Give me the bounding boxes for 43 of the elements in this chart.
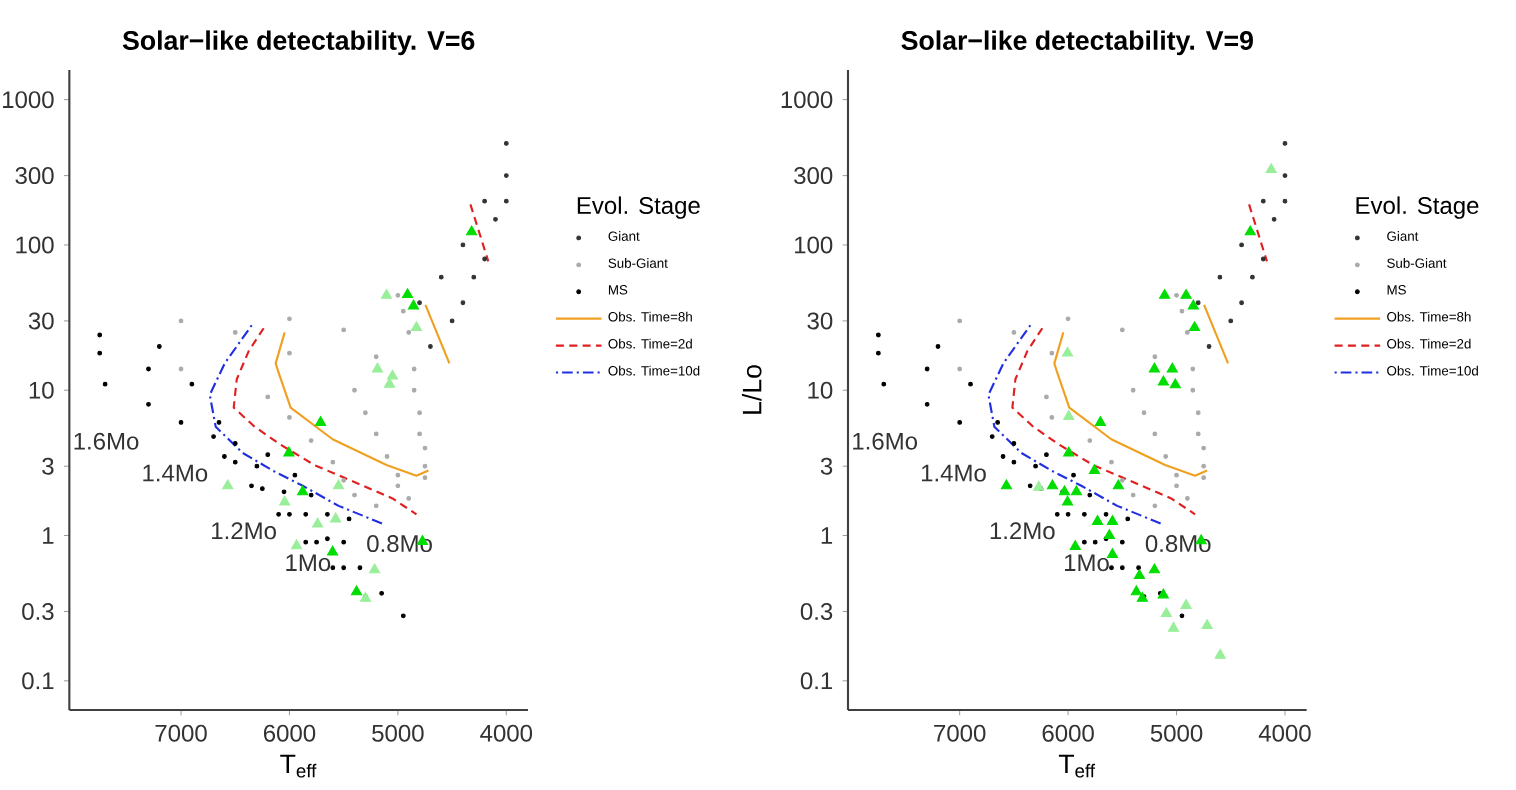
y-tick-label: 10 [29,381,54,399]
legend-title: Evol. Stage [1356,196,1479,219]
y-tick-label: 300 [15,167,54,185]
y-tick-label: 100 [16,236,54,254]
y-tick-label: 1 [821,527,833,544]
x-tick-label: 6000 [263,724,316,742]
y-tick-label: 30 [28,312,54,330]
annotation: 1.2Mo [212,522,276,540]
y-axis-title: L/Lo [741,365,762,414]
x-tick-label: 4000 [480,724,533,742]
x-tick-label: 4000 [1258,724,1311,742]
annotation: 1Mo [286,554,331,572]
annotation: 1.4Mo [921,464,986,482]
x-tick-label: 5000 [1150,724,1203,742]
annotation: 1.2Mo [990,522,1055,540]
y-tick-label: 1 [43,527,54,544]
y-tick-label: 0.1 [800,672,833,690]
annotation: 1.6Mo [74,432,139,450]
annotation: 1.6Mo [853,432,918,450]
x-tick-label: 5000 [372,724,424,742]
y-tick-label: 1000 [781,91,833,109]
y-tick-label: 100 [795,236,833,254]
y-tick-label: 1000 [3,91,54,109]
y-tick-label: 0.3 [800,602,833,621]
x-tick-label: 7000 [155,724,207,742]
x-tick-label: 6000 [1042,724,1094,742]
y-tick-label: 30 [807,312,833,330]
x-axis-title: T$_{eff}$ [280,754,317,778]
legend-title: Evol. Stage [577,196,700,219]
chart-title: Solar−like detectability. V=6 [122,30,475,56]
chart-title: Solar−like detectability. V=9 [901,30,1253,56]
y-tick-label: 300 [794,167,833,185]
y-tick-label: 0.3 [22,602,54,621]
annotation: 1Mo [1064,554,1109,572]
annotation: 0.8Mo [1145,535,1211,553]
x-axis-title: T$_{eff}$ [1058,754,1096,778]
y-tick-label: 0.1 [22,672,54,690]
annotation: 1.4Mo [143,464,208,482]
y-tick-label: 10 [808,381,833,399]
y-tick-label: 3 [820,457,833,475]
y-tick-label: 3 [42,457,54,475]
annotation: 0.8Mo [367,535,432,553]
x-tick-label: 7000 [934,724,986,742]
